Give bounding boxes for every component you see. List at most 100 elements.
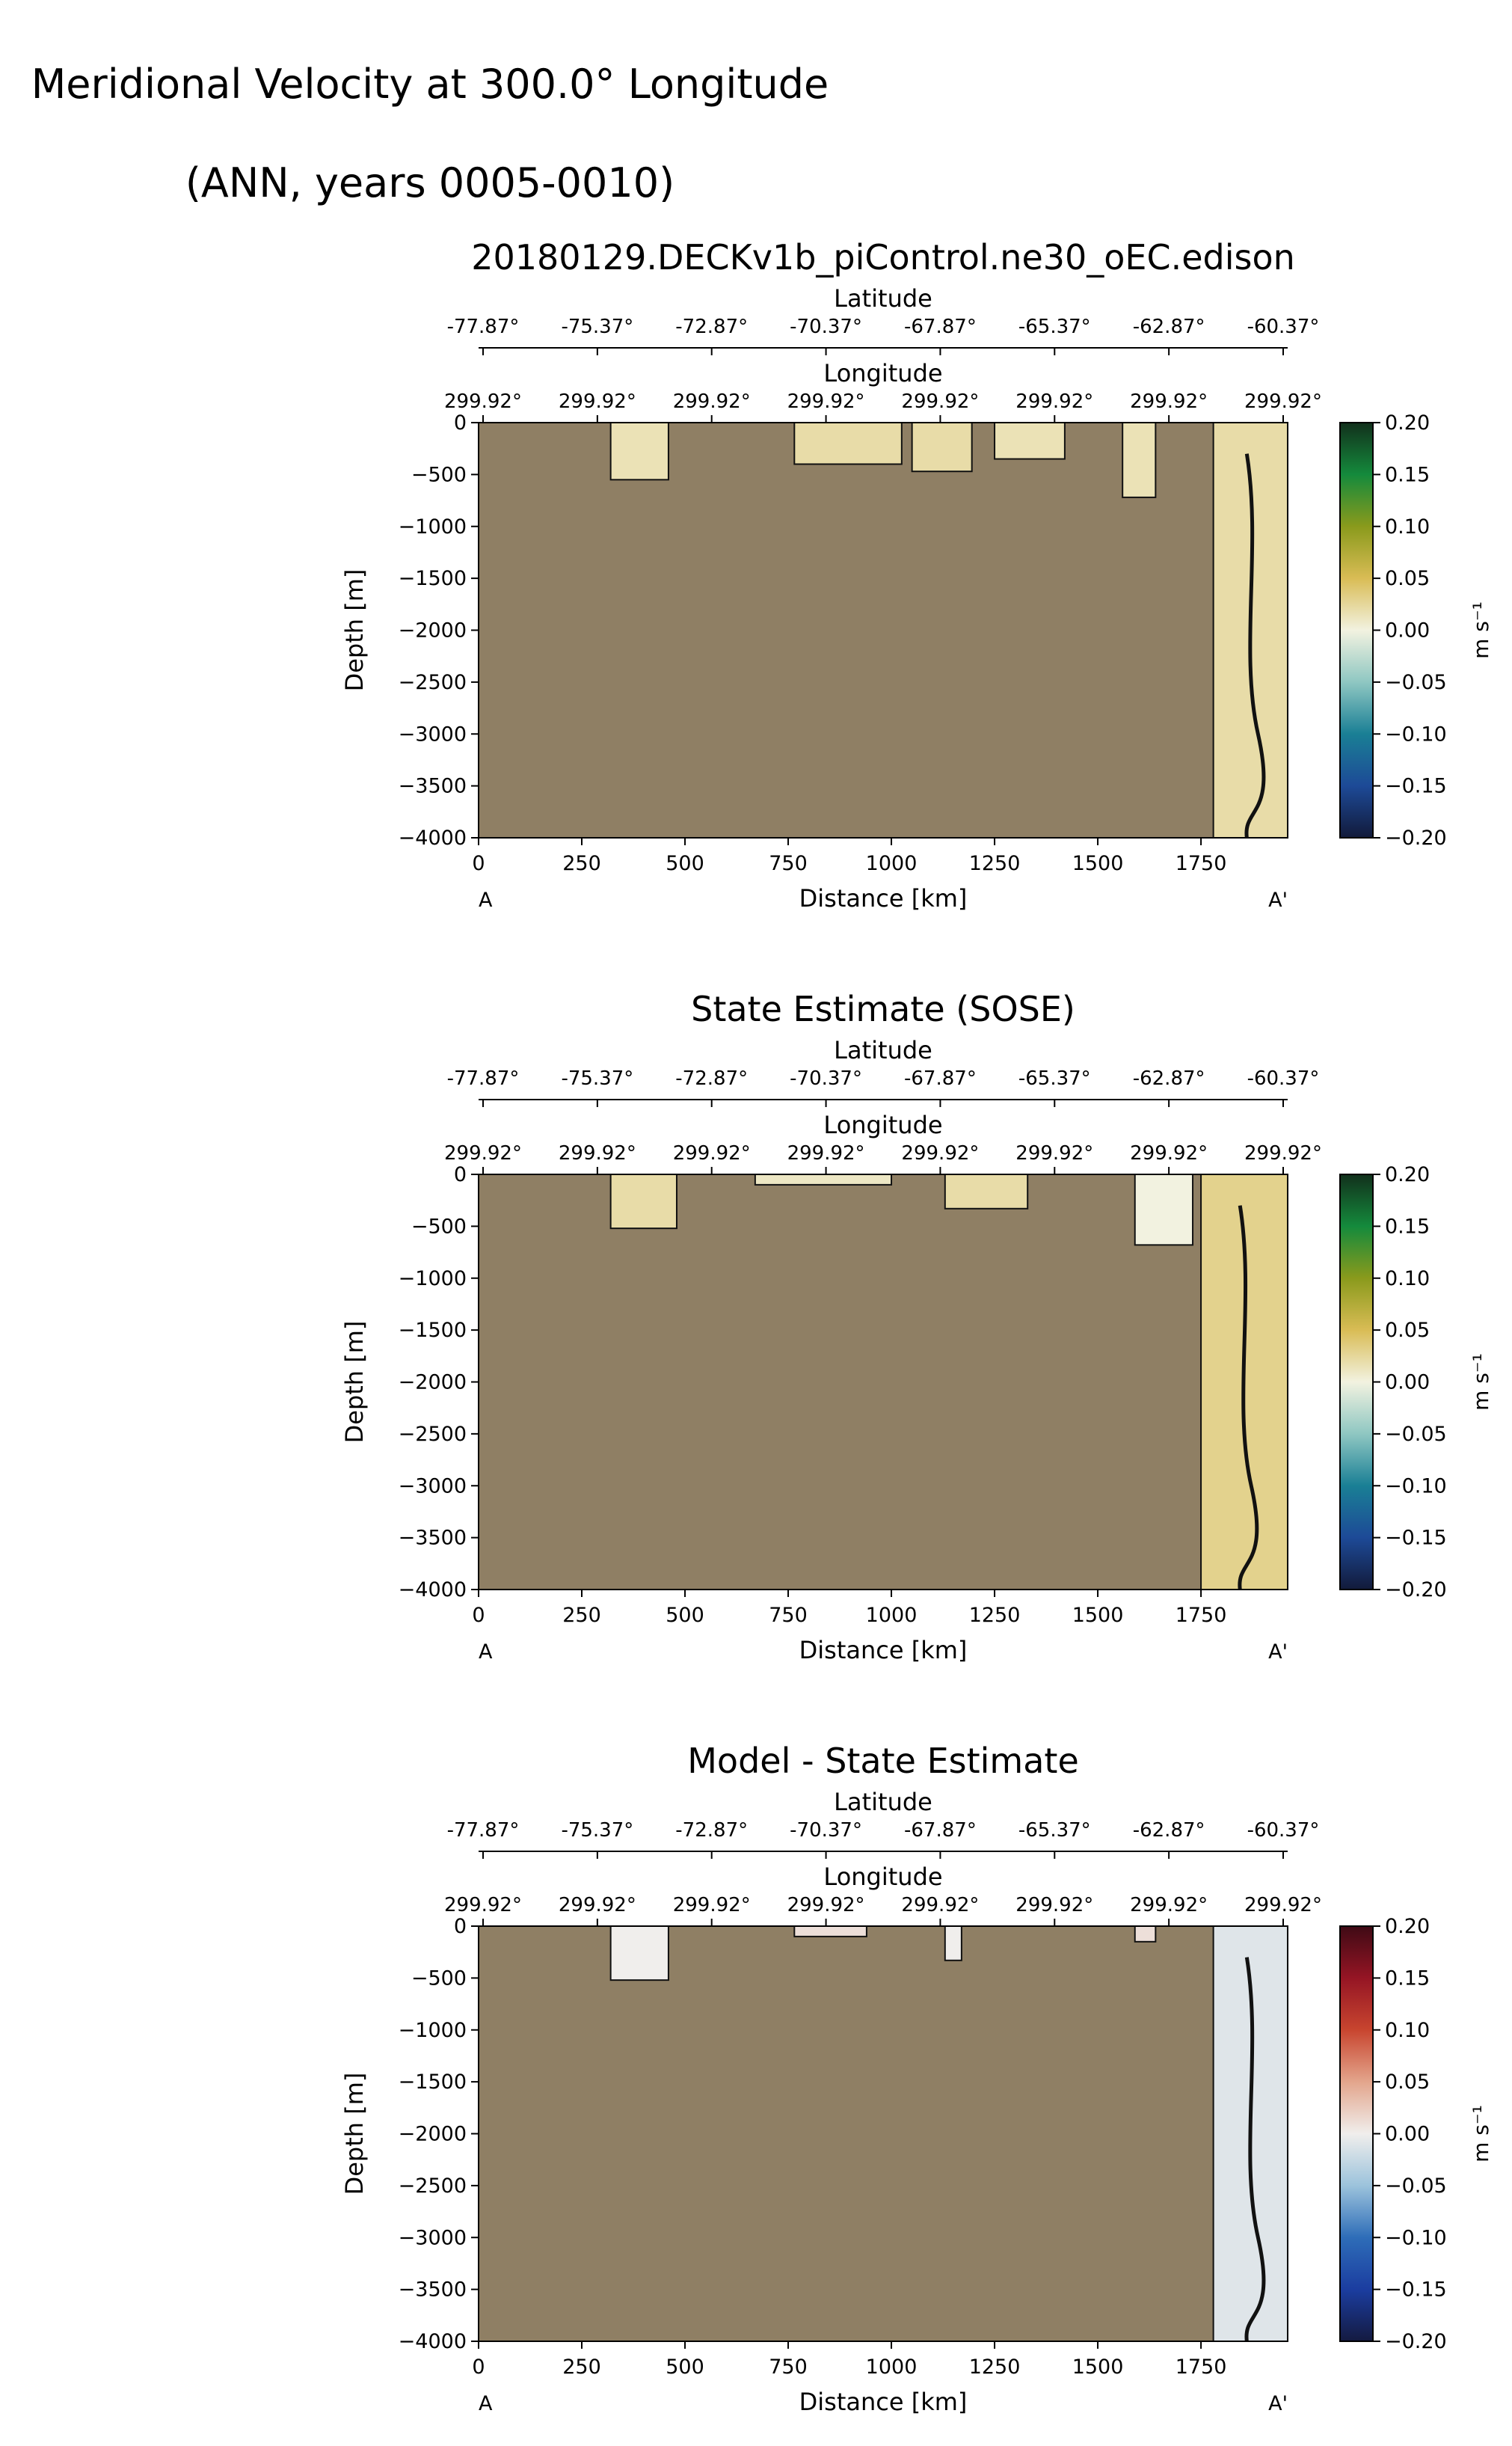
- colorbar-tick-label: −0.20: [1385, 2330, 1447, 2353]
- x-tick-label: 0: [472, 852, 485, 875]
- y-tick-label: −3500: [399, 1527, 467, 1550]
- colorbar: [1339, 1174, 1374, 1590]
- colorbar-tick-label: 0.00: [1385, 1371, 1430, 1394]
- endpoint-label-a: A: [479, 1640, 493, 1664]
- x-tick-label: 1750: [1176, 1604, 1227, 1627]
- zero-contour-line: [1238, 1205, 1259, 1590]
- y-tick-label: −4000: [399, 827, 467, 850]
- y-tick-label: −500: [411, 1967, 467, 1990]
- longitude-tick-label: 299.92°: [1015, 1142, 1093, 1165]
- colorbar-tick-label: 0.15: [1385, 1215, 1430, 1238]
- longitude-tick-label: 299.92°: [559, 1894, 636, 1916]
- y-tick-label: −2500: [399, 2174, 467, 2198]
- x-tick-label: 0: [472, 1604, 485, 1627]
- colorbar: [1339, 422, 1374, 839]
- y-tick-label: −2000: [399, 1371, 467, 1394]
- colorbar-tick-label: 0.00: [1385, 619, 1430, 643]
- latitude-tick-label: -77.87°: [447, 1067, 520, 1090]
- y-tick-label: −3500: [399, 2278, 467, 2302]
- y-tick-label: 0: [454, 411, 467, 435]
- longitude-tick-label: 299.92°: [444, 390, 522, 413]
- y-tick-label: −3000: [399, 2226, 467, 2249]
- colorbar-tick-label: −0.10: [1385, 1474, 1447, 1498]
- longitude-tick-label: 299.92°: [1015, 1894, 1093, 1916]
- colorbar-tick-label: 0.20: [1385, 411, 1430, 435]
- panel-title: 20180129.DECKv1b_piControl.ne30_oEC.edis…: [471, 237, 1295, 278]
- x-tick-label: 750: [769, 2355, 808, 2379]
- colorbar-tick-label: −0.10: [1385, 723, 1447, 746]
- ocean-region: [609, 1174, 677, 1230]
- latitude-axis-label: Latitude: [834, 1788, 932, 1816]
- colorbar-tick-label: 0.05: [1385, 2070, 1430, 2094]
- x-tick-label: 1500: [1072, 852, 1124, 875]
- latitude-axis-label: Latitude: [834, 1036, 932, 1064]
- zero-contour-line: [1244, 453, 1266, 839]
- latitude-tick-label: -70.37°: [790, 1819, 862, 1842]
- colorbar-tick-label: 0.20: [1385, 1915, 1430, 1938]
- y-tick-label: 0: [454, 1163, 467, 1186]
- colorbar-tick-label: 0.10: [1385, 515, 1430, 539]
- x-tick-label: 1750: [1176, 2355, 1227, 2379]
- latitude-tick-label: -70.37°: [790, 1067, 862, 1090]
- latitude-tick-label: -65.37°: [1018, 316, 1091, 338]
- longitude-tick-label: 299.92°: [787, 390, 865, 413]
- longitude-tick-label: 299.92°: [559, 1142, 636, 1165]
- colorbar-label: m s⁻¹: [1469, 1353, 1493, 1411]
- colorbar-tick-label: −0.15: [1385, 1527, 1447, 1550]
- x-tick-label: 1750: [1176, 852, 1227, 875]
- endpoint-label-a: A: [479, 2392, 493, 2415]
- latitude-tick-label: -60.37°: [1247, 1819, 1320, 1842]
- longitude-axis-label: Longitude: [823, 359, 942, 387]
- y-axis-label: Depth [m]: [340, 2073, 369, 2195]
- y-axis-label: Depth [m]: [340, 569, 369, 692]
- y-tick-label: −2500: [399, 671, 467, 694]
- latitude-tick-label: -75.37°: [561, 1819, 633, 1842]
- colorbar-tick-label: 0.10: [1385, 1267, 1430, 1290]
- longitude-tick-label: 299.92°: [444, 1894, 522, 1916]
- longitude-tick-label: 299.92°: [787, 1894, 865, 1916]
- y-tick-label: −2000: [399, 2123, 467, 2146]
- y-tick-label: −3500: [399, 775, 467, 798]
- longitude-tick-label: 299.92°: [444, 1142, 522, 1165]
- colorbar-tick-label: −0.20: [1385, 827, 1447, 850]
- colorbar-tick-label: 0.10: [1385, 2019, 1430, 2042]
- longitude-tick-label: 299.92°: [673, 1142, 751, 1165]
- y-tick-label: −4000: [399, 2330, 467, 2353]
- endpoint-label-a-prime: A': [1268, 1640, 1288, 1664]
- colorbar-tick-label: 0.00: [1385, 2123, 1430, 2146]
- ocean-region: [994, 422, 1066, 460]
- colorbar-tick-label: 0.20: [1385, 1163, 1430, 1186]
- ocean-region: [944, 1174, 1029, 1210]
- latitude-tick-label: -72.87°: [675, 1067, 748, 1090]
- panel-model: 20180129.DECKv1b_piControl.ne30_oEC.edis…: [340, 237, 1493, 913]
- x-tick-label: 1250: [969, 2355, 1021, 2379]
- longitude-tick-label: 299.92°: [1130, 1894, 1208, 1916]
- x-tick-label: 1000: [866, 2355, 918, 2379]
- colorbar: [1339, 1925, 1374, 2342]
- panel-difference: Model - State Estimate Latitude Longitude -…: [340, 1741, 1493, 2416]
- ocean-region: [1122, 422, 1157, 498]
- colorbar-tick-label: −0.20: [1385, 1578, 1447, 1601]
- latitude-tick-label: -70.37°: [790, 316, 862, 338]
- ocean-region: [609, 422, 669, 481]
- panel-title: Model - State Estimate: [687, 1741, 1079, 1781]
- latitude-tick-label: -65.37°: [1018, 1819, 1091, 1842]
- ocean-region: [944, 1925, 962, 1961]
- land-mask: [479, 423, 1288, 838]
- x-axis-label: Distance [km]: [799, 2388, 968, 2416]
- y-tick-label: −1500: [399, 2070, 467, 2094]
- y-tick-label: −4000: [399, 1578, 467, 1601]
- ocean-region: [754, 1174, 893, 1186]
- longitude-tick-label: 299.92°: [673, 390, 751, 413]
- land-mask: [479, 1926, 1288, 2341]
- colorbar-tick-label: 0.05: [1385, 1319, 1430, 1342]
- y-tick-label: −3000: [399, 1474, 467, 1498]
- x-tick-label: 1500: [1072, 2355, 1124, 2379]
- figure-title: Meridional Velocity at 300.0° Longitude …: [0, 10, 860, 257]
- latitude-tick-label: -72.87°: [675, 316, 748, 338]
- ocean-region: [609, 1925, 669, 1981]
- zero-contour-line: [1244, 1957, 1266, 2342]
- figure-title-line-1: Meridional Velocity at 300.0° Longitude: [31, 61, 829, 108]
- ocean-region: [911, 422, 973, 473]
- latitude-tick-label: -77.87°: [447, 316, 520, 338]
